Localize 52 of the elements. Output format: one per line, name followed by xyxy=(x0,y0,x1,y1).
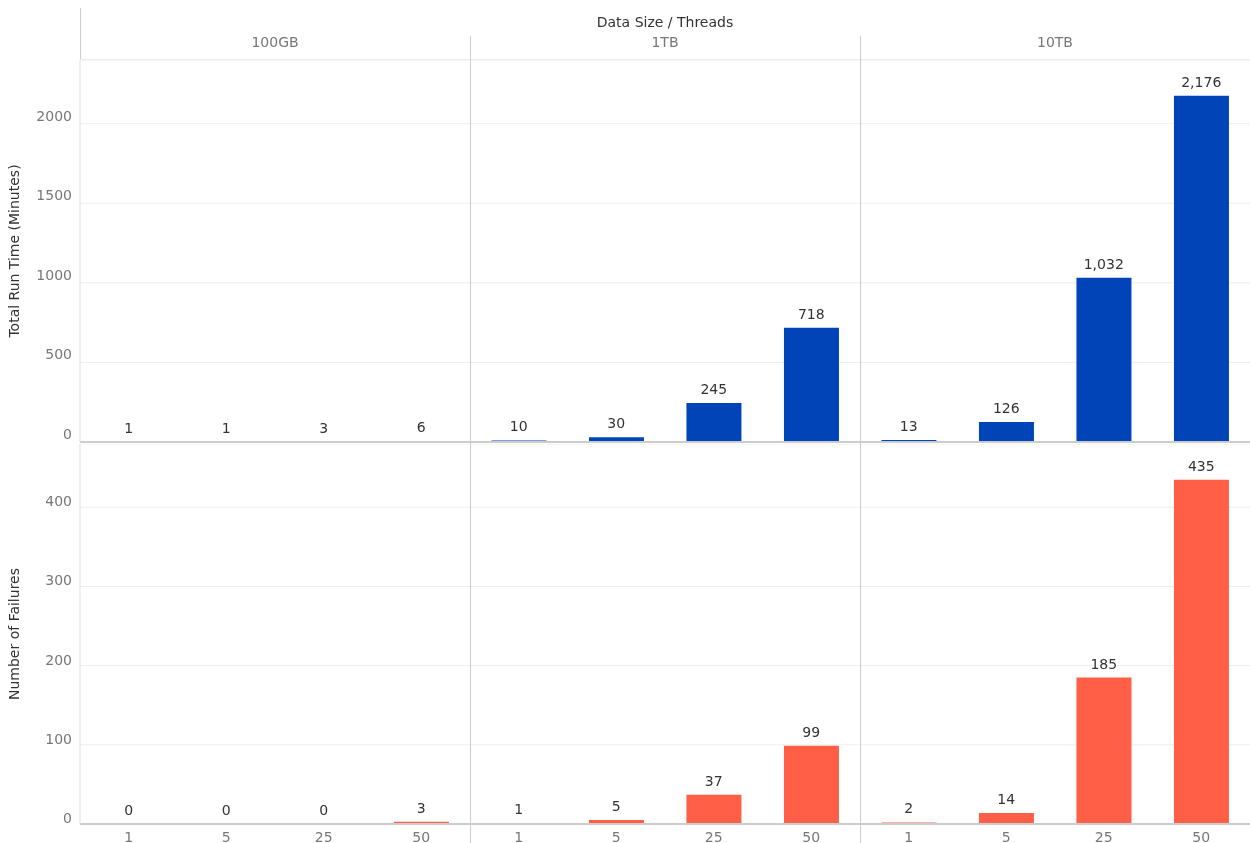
chart-title: 100GB xyxy=(250,34,300,50)
data-label: 435 xyxy=(1186,457,1216,474)
data-label: 14 xyxy=(996,790,1017,807)
x-tick-label: 1 xyxy=(124,828,134,843)
data-label: 5 xyxy=(610,798,622,815)
y-tick-label: 2000 xyxy=(36,107,72,124)
data-label: 2 xyxy=(903,800,915,817)
data-label: 1 xyxy=(513,801,525,818)
data-label: 99 xyxy=(801,723,822,740)
data-label: 0 xyxy=(318,802,330,818)
x-tick-label: 1 xyxy=(514,828,524,843)
y-tick-label: 500 xyxy=(45,346,72,363)
chart-title: 10TB xyxy=(1036,34,1074,50)
data-label: 1,032 xyxy=(1082,255,1125,272)
data-label: 6 xyxy=(415,419,427,436)
x-tick-label: 5 xyxy=(611,828,621,843)
x-tick-label: 25 xyxy=(314,828,333,843)
y-tick-label: 300 xyxy=(45,572,72,589)
data-label: 30 xyxy=(606,415,627,432)
data-label: 245 xyxy=(699,381,729,397)
y-tick-label: 1000 xyxy=(36,266,72,283)
y-tick-label: 0 xyxy=(63,809,72,826)
x-tick-label: 25 xyxy=(704,828,723,843)
data-label: 10 xyxy=(508,418,529,435)
data-label: 1 xyxy=(220,419,232,436)
data-label: 0 xyxy=(123,802,135,818)
data-label: 0 xyxy=(220,802,232,818)
data-label: 3 xyxy=(415,799,427,816)
y-axis-title: Total Run Time (Minutes) xyxy=(5,164,22,339)
y-axis-title: Number of Failures xyxy=(5,568,22,700)
y-tick-label: 0 xyxy=(63,425,72,442)
data-label: 13 xyxy=(898,417,919,434)
y-tick-label: 100 xyxy=(45,730,72,747)
x-tick-label: 5 xyxy=(221,828,231,843)
data-label: 37 xyxy=(703,772,724,789)
y-tick-label: 200 xyxy=(45,651,72,668)
x-tick-label: 1 xyxy=(904,828,914,843)
x-tick-label: 50 xyxy=(1192,828,1211,843)
data-label: 1 xyxy=(123,419,135,436)
data-label: 3 xyxy=(318,419,330,436)
data-label: 718 xyxy=(796,305,826,322)
x-tick-label: 5 xyxy=(1001,828,1011,843)
data-label: 126 xyxy=(991,399,1021,416)
chart-title: 1TB xyxy=(650,34,680,50)
x-tick-label: 50 xyxy=(802,828,821,843)
x-tick-label: 25 xyxy=(1094,828,1113,843)
y-tick-label: 1500 xyxy=(36,187,72,204)
text: Data Size / Threads xyxy=(595,14,735,30)
data-label: 2,176 xyxy=(1180,73,1223,90)
x-tick-label: 50 xyxy=(412,828,431,843)
data-label: 185 xyxy=(1089,655,1119,672)
y-tick-label: 400 xyxy=(45,493,72,510)
